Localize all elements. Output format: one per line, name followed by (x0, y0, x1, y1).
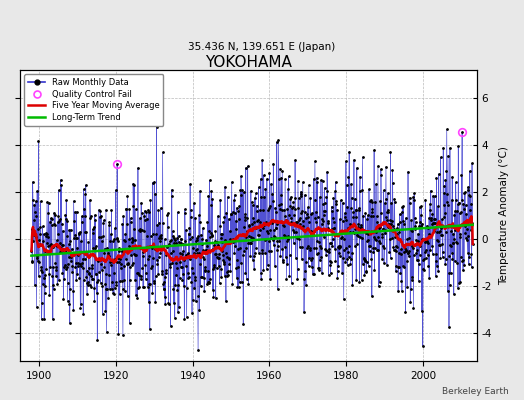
Title: YOKOHAMA: YOKOHAMA (205, 55, 292, 70)
Text: Berkeley Earth: Berkeley Earth (442, 387, 508, 396)
Y-axis label: Temperature Anomaly (°C): Temperature Anomaly (°C) (499, 146, 509, 285)
Text: 35.436 N, 139.651 E (Japan): 35.436 N, 139.651 E (Japan) (188, 42, 336, 52)
Legend: Raw Monthly Data, Quality Control Fail, Five Year Moving Average, Long-Term Tren: Raw Monthly Data, Quality Control Fail, … (24, 74, 163, 126)
